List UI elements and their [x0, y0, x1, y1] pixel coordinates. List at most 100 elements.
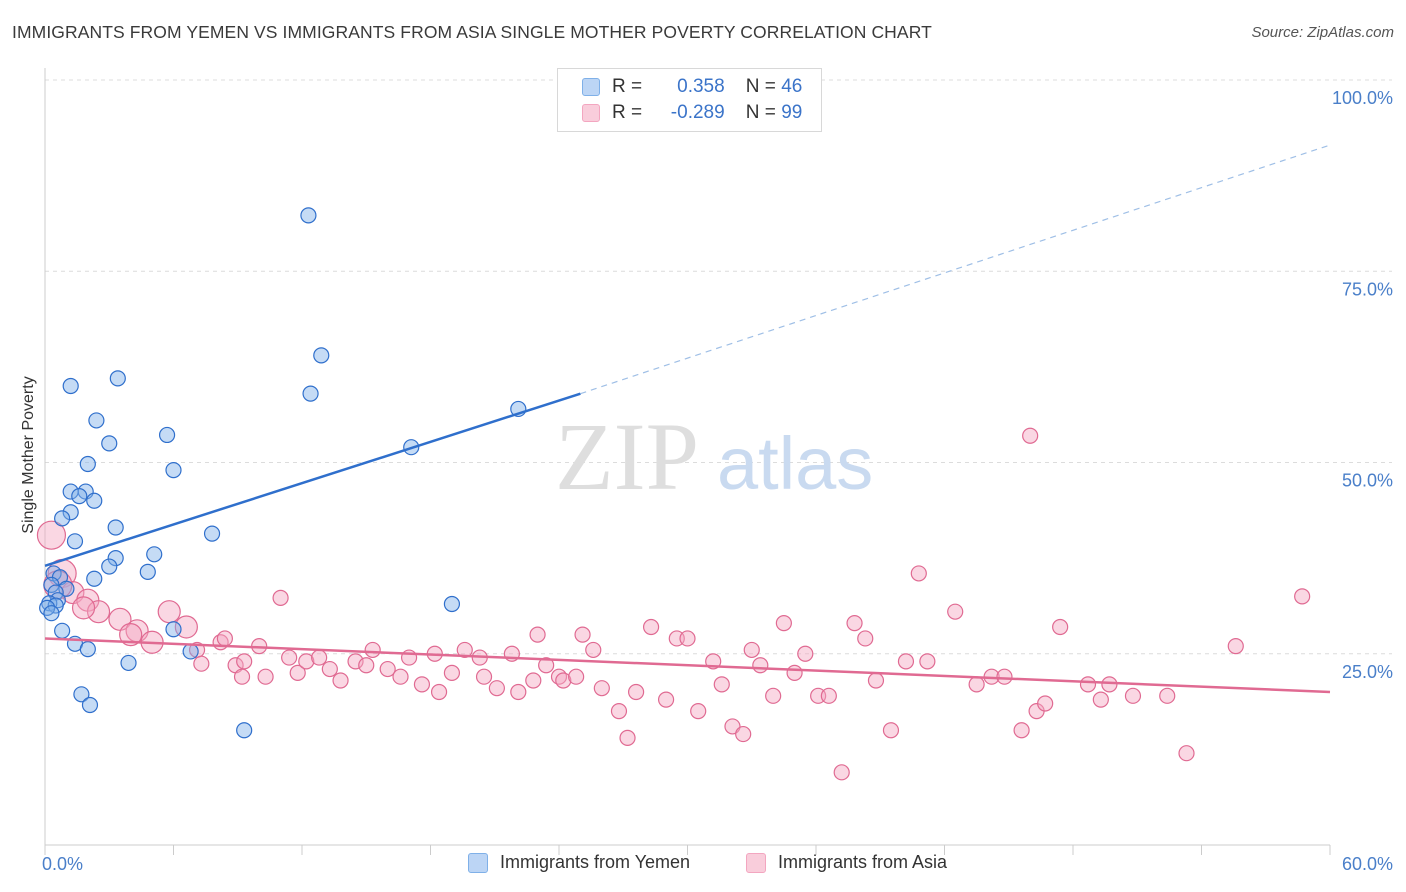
asia-point [216, 630, 233, 647]
yemen-point [139, 563, 156, 580]
legend-n-value: 46 [781, 76, 803, 97]
x-tick-label: 60.0% [1342, 854, 1393, 874]
asia-point [1294, 588, 1311, 605]
asia-point [321, 660, 338, 678]
asia-point [786, 664, 803, 681]
legend-n-label: N = [745, 102, 776, 123]
yemen-point [39, 599, 56, 616]
asia-point [867, 672, 885, 689]
asia-point [947, 603, 964, 620]
asia-point [1079, 676, 1097, 693]
series-swatch-asia [746, 852, 766, 873]
yemen-point [165, 462, 182, 479]
asia-point [413, 676, 431, 693]
grid-lines [45, 79, 1392, 655]
y-axis-label: Single Mother Poverty [20, 376, 37, 533]
legend-row-yemen: R = 0.358 N = 46 [582, 76, 802, 98]
series-label-asia: Immigrants from Asia [778, 852, 948, 872]
yemen-point [81, 696, 99, 714]
legend-row-asia: R = -0.289 N = 99 [582, 102, 802, 124]
asia-point [996, 668, 1013, 685]
asia-point [525, 672, 542, 689]
legend-r-label: R = [612, 102, 643, 123]
yemen-point [146, 546, 163, 563]
legend-r-label: R = [612, 76, 643, 97]
yemen-point [66, 533, 84, 550]
asia-point [910, 565, 927, 582]
asia-point [585, 641, 602, 659]
asia-point [882, 722, 900, 739]
yemen-point [313, 347, 330, 364]
yemen-point [182, 643, 199, 660]
yemen-point [165, 621, 182, 638]
asia-point [846, 615, 863, 632]
yemen-point [62, 504, 79, 521]
asia-point [332, 672, 349, 689]
asia-point [833, 764, 850, 781]
yemen-point [43, 576, 60, 594]
yemen-point [203, 525, 221, 542]
legend-r-value: -0.289 [670, 102, 725, 123]
correlation-legend: R = 0.358 N = 46 R = -0.289 N = 99 [557, 68, 822, 132]
asia-point [157, 600, 181, 624]
source-credit: Source: ZipAtlas.com [1251, 24, 1394, 41]
asia-point [1159, 687, 1176, 704]
asia-point [857, 630, 874, 647]
asia-point [364, 641, 381, 659]
asia-point [71, 596, 96, 620]
asia-point [968, 676, 985, 693]
yemen-point [107, 550, 124, 567]
asia-point [358, 657, 375, 674]
yemen-point [158, 426, 176, 444]
asia-point [568, 668, 585, 685]
asia-point [743, 641, 760, 659]
asia-point [1037, 695, 1054, 712]
asia-point [765, 687, 782, 704]
asia-point [679, 630, 696, 647]
yemen-point [73, 686, 90, 703]
yemen-point [120, 654, 137, 672]
yemen-points [39, 207, 527, 739]
asia-point [510, 683, 527, 701]
asia-point [233, 668, 251, 685]
trend-lines [44, 144, 1331, 694]
asia-point [443, 664, 461, 681]
yemen-point [236, 722, 253, 739]
asia-point [430, 683, 448, 701]
asia-point [119, 623, 143, 647]
asia-point [1178, 745, 1195, 762]
legend-n-value: 99 [781, 102, 803, 123]
y-tick-label: 25.0% [1342, 662, 1393, 682]
legend-swatch-yemen [582, 78, 600, 96]
asia-point [1013, 722, 1030, 739]
yemen-point [79, 641, 96, 658]
asia-point [1022, 427, 1039, 444]
axes [44, 68, 1331, 855]
asia-point [735, 725, 752, 743]
yemen-point [443, 595, 461, 613]
asia-point [538, 657, 555, 674]
asia-point [236, 653, 253, 670]
asia-point [298, 653, 315, 670]
yemen-point [43, 605, 60, 622]
yemen-trend-extension [580, 144, 1331, 395]
yemen-point [107, 519, 124, 536]
yemen-point [86, 570, 103, 587]
asia-point [1092, 691, 1109, 708]
watermark: ZIP atlas [555, 403, 873, 510]
asia-point [488, 680, 505, 697]
asia-point [642, 618, 660, 636]
asia-point [289, 664, 306, 681]
yemen-point [101, 435, 118, 452]
yemen-point [86, 492, 103, 509]
tick-labels: 100.0% 75.0% 50.0% 25.0% 0.0% 60.0% [42, 88, 1393, 874]
chart-title: IMMIGRANTS FROM YEMEN VS IMMIGRANTS FROM… [12, 22, 932, 42]
asia-point [610, 703, 628, 720]
asia-point [555, 672, 572, 689]
asia-point [820, 687, 837, 704]
yemen-point [71, 488, 88, 505]
asia-point [713, 676, 730, 693]
asia-point [475, 668, 493, 685]
asia-point [775, 615, 792, 632]
yemen-trend-line [44, 392, 581, 567]
